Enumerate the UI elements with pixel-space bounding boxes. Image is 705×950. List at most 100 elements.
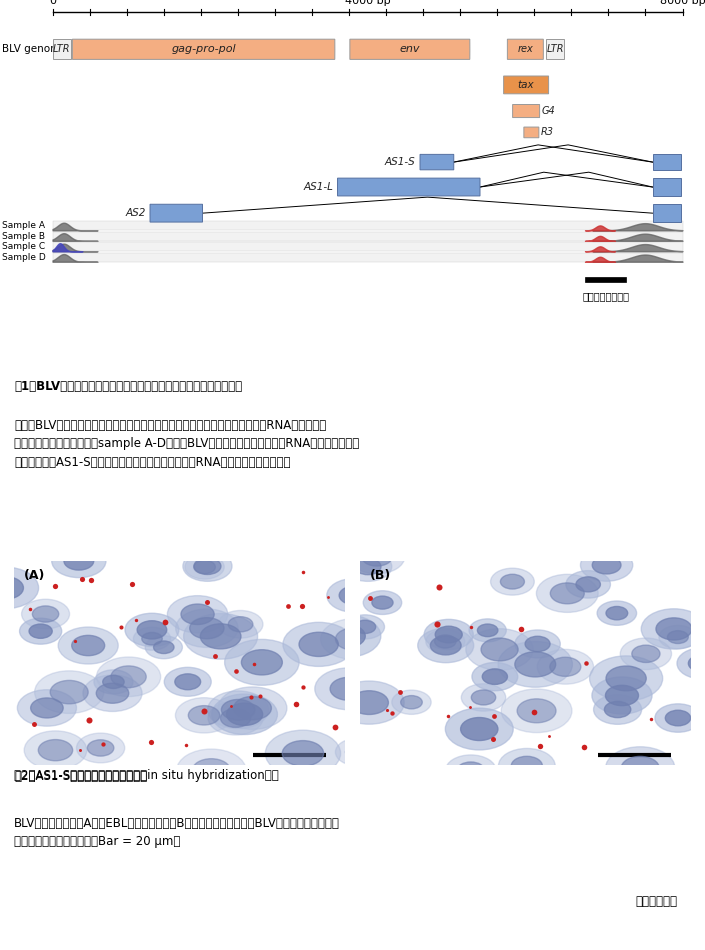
Circle shape [221,699,255,720]
Circle shape [51,544,106,578]
Circle shape [154,641,174,654]
Circle shape [336,738,380,766]
Circle shape [515,652,556,677]
Circle shape [345,745,370,760]
Circle shape [111,666,146,688]
Text: Sample B: Sample B [1,232,44,240]
Circle shape [233,696,271,720]
Circle shape [354,620,376,634]
Circle shape [212,694,278,734]
Text: (A): (A) [24,569,45,581]
Circle shape [457,762,485,779]
Circle shape [345,615,384,639]
Circle shape [18,690,76,726]
Circle shape [363,591,402,615]
Text: 図2　AS1-Sを標的とした組織染色（: 図2 AS1-Sを標的とした組織染色（ [14,770,147,783]
Circle shape [589,656,663,701]
Circle shape [355,559,381,575]
Circle shape [192,759,231,782]
Circle shape [426,630,465,654]
Circle shape [537,575,598,613]
Circle shape [566,571,611,598]
Bar [52,232,682,241]
Circle shape [446,708,513,750]
Circle shape [208,691,269,729]
Circle shape [350,691,388,714]
Circle shape [481,638,518,661]
Text: BLV感染培養細胞（A）とEBL由来腫瘥組織（B）どちらにおいても、BLV感染細胞のシグナル
（赤色）　が認められる。Bar = 20 μm。: BLV感染培養細胞（A）とEBL由来腫瘥組織（B）どちらにおいても、BLV感染細… [14,817,340,848]
Circle shape [604,701,631,717]
Text: 図1　BLVゲノム模式図と今回設計したプローブの位置を示す概略図: 図1 BLVゲノム模式図と今回設計したプローブの位置を示す概略図 [14,380,243,393]
Text: プローブ設計位置: プローブ設計位置 [582,291,629,301]
Text: BLV genome: BLV genome [1,45,66,54]
Circle shape [372,596,393,609]
Circle shape [87,740,114,756]
Bar [653,179,681,196]
Circle shape [265,731,341,776]
Circle shape [299,633,338,656]
Polygon shape [338,179,480,196]
Bar [653,154,681,170]
Circle shape [655,704,701,732]
Circle shape [668,631,688,643]
Circle shape [339,586,369,605]
Circle shape [334,681,404,724]
Circle shape [482,669,508,684]
Circle shape [344,552,392,581]
Circle shape [133,627,171,650]
Circle shape [50,680,88,704]
Text: rex: rex [517,45,533,54]
Circle shape [282,741,324,766]
Circle shape [176,609,238,648]
Text: gag-pro-pol: gag-pro-pol [171,45,236,54]
Circle shape [576,577,601,592]
Bar [52,221,682,231]
Circle shape [29,624,52,638]
Circle shape [20,618,62,644]
Circle shape [83,675,142,712]
Polygon shape [73,39,335,59]
Circle shape [469,618,506,642]
Bar [52,242,682,251]
Circle shape [597,601,637,625]
Circle shape [517,699,556,723]
Circle shape [501,689,572,732]
Circle shape [218,687,287,730]
Text: （安藤清彦）: （安藤清彦） [635,895,678,908]
Circle shape [594,694,642,724]
Circle shape [208,701,263,735]
Circle shape [77,733,125,763]
Circle shape [688,655,705,672]
Circle shape [400,695,422,709]
Circle shape [525,636,550,652]
Circle shape [606,606,627,619]
Text: env: env [400,45,420,54]
Circle shape [606,666,646,691]
Circle shape [142,633,162,645]
Circle shape [424,619,473,650]
Circle shape [321,618,386,659]
Circle shape [392,690,431,714]
Circle shape [30,698,63,718]
Circle shape [200,624,241,649]
Circle shape [659,625,697,649]
Circle shape [435,626,462,643]
Bar [546,39,565,59]
Text: AS1-L: AS1-L [303,182,333,192]
Circle shape [0,567,39,609]
Text: Sample D: Sample D [1,253,45,261]
Circle shape [580,549,633,581]
Circle shape [103,675,124,689]
Circle shape [137,620,167,639]
Circle shape [511,756,542,775]
Circle shape [228,617,253,632]
Circle shape [491,568,534,595]
Circle shape [461,684,505,712]
Circle shape [621,756,659,780]
Circle shape [218,611,263,638]
Circle shape [477,624,498,636]
Text: tax: tax [517,80,534,90]
Circle shape [194,560,215,574]
Circle shape [606,685,639,706]
Circle shape [94,670,133,694]
